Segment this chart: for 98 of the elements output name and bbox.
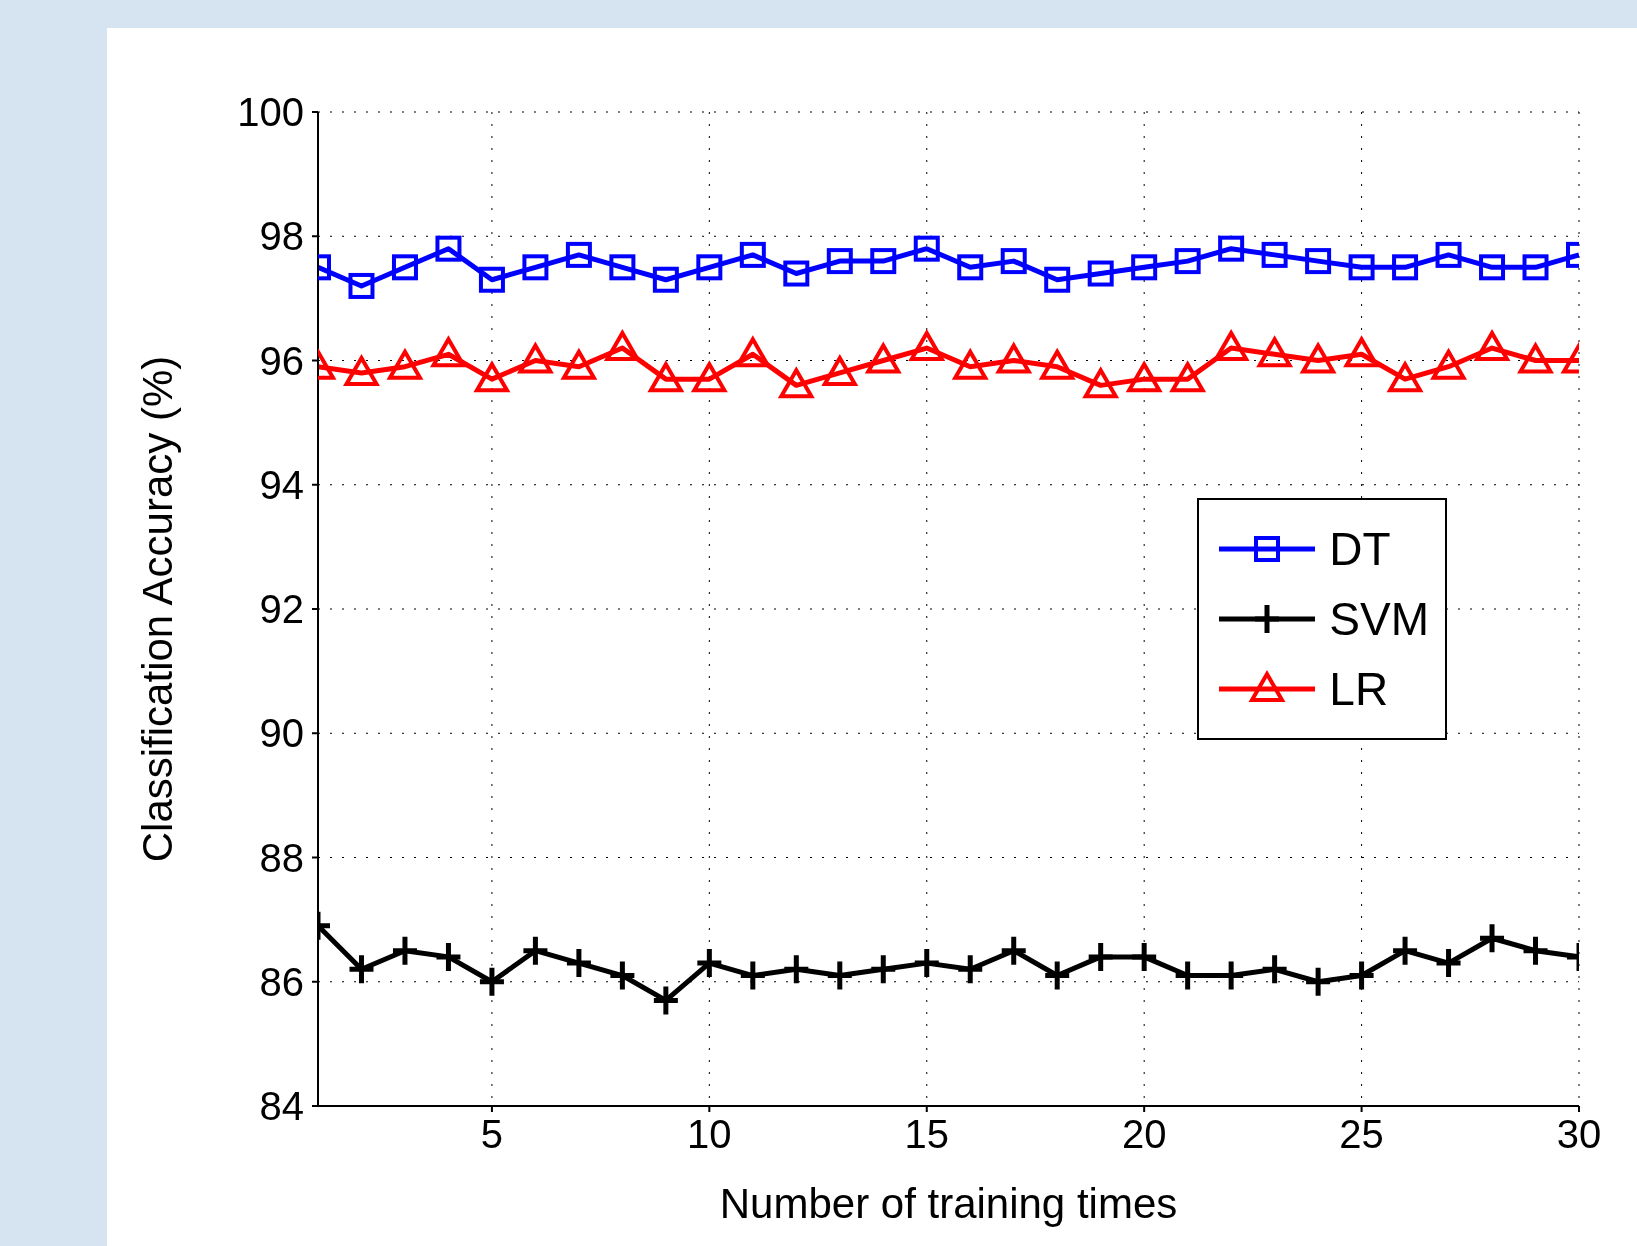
point [958,955,983,984]
point [1044,266,1071,293]
point [1257,337,1292,368]
point [996,343,1031,374]
point [1523,936,1548,965]
x-tick-label: 15 [904,1112,950,1157]
point [697,949,722,978]
y-tick-label: 96 [259,338,304,383]
point [435,235,462,262]
point [957,254,984,281]
point [652,266,679,293]
point [740,961,765,990]
point [1001,936,1026,965]
point [871,955,896,984]
point [566,949,591,978]
point [1174,248,1201,275]
y-tick-label: 86 [259,959,304,1004]
point [1388,362,1423,393]
y-tick-label: 92 [259,587,304,632]
x-tick-label: 5 [480,1112,504,1157]
point [1522,254,1549,281]
point [1127,362,1162,393]
point [1083,368,1118,399]
x-tick-label: 10 [687,1112,732,1157]
point [827,961,852,990]
point [387,349,422,380]
point [1000,248,1027,275]
x-tick-label: 25 [1339,1112,1384,1157]
legend-label: LR [1329,662,1389,716]
x-tick-label: 30 [1556,1112,1602,1157]
point [1306,967,1331,996]
point [1480,924,1505,953]
point [478,266,505,293]
point [692,362,727,393]
point [1170,362,1205,393]
point [1301,343,1336,374]
point [349,955,374,984]
point [1518,343,1553,374]
point [914,949,939,978]
point [826,248,853,275]
point [1218,235,1245,262]
point [1045,961,1070,990]
point [1348,254,1375,281]
point [610,961,635,990]
point [391,254,418,281]
point [431,337,466,368]
point [1475,331,1510,362]
point [913,235,940,262]
point [1261,241,1288,268]
y-axis-title: Classification Accuracy (%) [133,355,181,863]
point [784,955,809,984]
point [1349,961,1374,990]
point [1087,260,1114,287]
point [909,331,944,362]
point [565,241,592,268]
point [822,355,857,386]
point [1436,949,1461,978]
point [783,260,810,287]
point [518,343,553,374]
x-axis-title: Number of training times [719,1180,1178,1227]
y-tick-label: 84 [259,1084,304,1129]
point [523,936,548,965]
point [739,241,766,268]
point [474,362,509,393]
point [870,248,897,275]
y-tick-label: 94 [259,462,304,507]
point [648,362,683,393]
point [344,355,379,386]
point [479,967,504,996]
point [1435,241,1462,268]
point [653,986,678,1015]
point [1214,331,1249,362]
point [1262,955,1287,984]
point [779,368,814,399]
y-tick-label: 98 [259,214,304,259]
point [609,254,636,281]
legend-label: SVM [1329,592,1429,646]
y-tick-label: 100 [237,90,304,135]
point [1392,254,1419,281]
y-tick-label: 88 [259,835,304,880]
legend-label: DT [1329,522,1391,576]
point [866,343,901,374]
point [1305,248,1332,275]
point [696,254,723,281]
point [1344,337,1379,368]
point [1479,254,1506,281]
point [1088,942,1113,971]
point [436,942,461,971]
point [392,936,417,965]
point [1393,936,1418,965]
x-tick-label: 20 [1121,1112,1167,1157]
point [1132,942,1157,971]
point [522,254,549,281]
point [348,272,375,299]
point [735,337,770,368]
point [605,331,640,362]
y-tick-label: 90 [259,711,304,756]
point [1131,254,1158,281]
